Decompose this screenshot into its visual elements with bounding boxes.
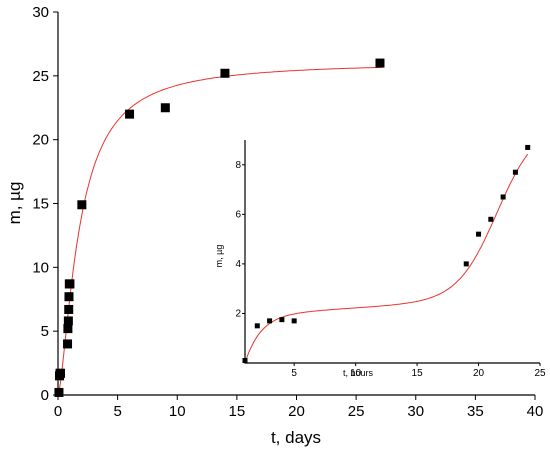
main-y-tick-label: 5 [41,323,49,340]
inset-data-point [291,318,297,324]
inset-x-tick-label: 15 [412,368,424,379]
main-data-point [65,279,75,289]
inset-y-tick-label: 8 [235,160,241,171]
main-x-tick-label: 5 [113,403,121,420]
inset-data-point [279,317,285,323]
inset-plot: 5 10 15 20 25 2 4 6 8 t, hours m, µg [214,140,546,379]
main-data-point [64,292,74,302]
inset-x-tick-label: 5 [291,368,297,379]
main-x-tick-label: 25 [348,403,365,420]
inset-data-point [476,231,482,237]
main-data-point [63,324,73,334]
main-y-tick-label: 20 [32,132,49,149]
main-fit-curve [58,66,383,392]
inset-axes [244,140,540,364]
main-y-tick-label: 30 [32,4,49,21]
inset-x-tick-label: 10 [350,368,362,379]
main-axes [57,12,535,396]
inset-data-point [500,194,506,200]
main-y-tick-label: 15 [32,196,49,213]
inset-y-tick-label: 4 [235,259,241,270]
main-data-point [63,316,73,326]
inset-data-point [463,261,469,267]
inset-data-point [242,358,248,364]
main-x-tick-label: 0 [54,403,62,420]
main-x-tick-label: 10 [169,403,186,420]
main-x-axis-title: t, days [271,428,321,447]
main-y-tick-label: 0 [41,387,49,404]
main-x-tick-label: 40 [527,403,544,420]
main-y-tick-label: 10 [32,259,49,276]
inset-data-point [267,318,273,324]
inset-data-point [525,144,531,150]
inset-fit-curve [244,153,529,364]
main-data-point [56,368,66,378]
main-data-point [125,109,135,119]
main-x-tick-label: 15 [229,403,246,420]
inset-data-point [488,216,494,222]
inset-x-axis-title: t, hours [343,368,374,378]
inset-x-tick-label: 20 [473,368,485,379]
main-x-tick-label: 30 [407,403,424,420]
inset-data-point [512,169,518,175]
main-data-point [77,200,87,210]
main-data-point [54,387,64,397]
main-data-point [220,68,230,78]
main-data-point [63,339,73,349]
main-x-tick-label: 20 [288,403,305,420]
main-data-point [375,58,385,68]
inset-y-tick-label: 2 [235,308,241,319]
inset-x-tick-label: 25 [534,368,546,379]
main-y-tick-label: 25 [32,68,49,85]
main-y-axis-title: m, µg [5,182,24,225]
main-x-tick-label: 35 [467,403,484,420]
inset-y-tick-label: 6 [235,209,241,220]
inset-y-axis-title: m, µg [214,245,224,268]
main-data-point [64,304,74,314]
inset-data-point [254,323,260,329]
main-data-point [160,103,170,113]
